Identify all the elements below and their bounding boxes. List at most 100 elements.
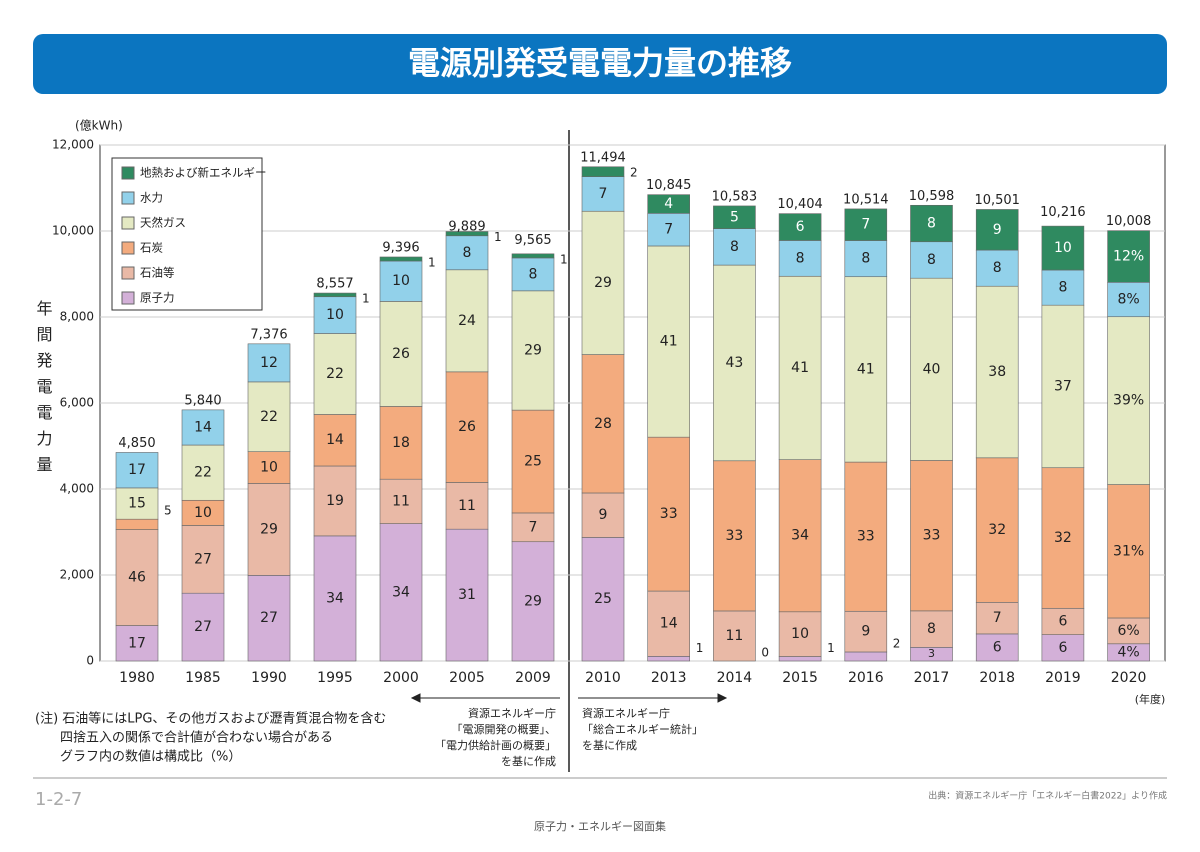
bar-segment	[647, 656, 691, 662]
bar-segment	[844, 240, 888, 278]
bar-segment	[181, 499, 225, 526]
value-label: 12	[260, 355, 278, 371]
bar-segment	[1107, 617, 1150, 645]
bar-segment	[247, 451, 291, 484]
bar-segment	[379, 523, 423, 662]
value-label: 17	[128, 635, 146, 651]
bar-segment	[844, 651, 888, 662]
legend-label: 石炭	[140, 241, 163, 255]
legend-swatch	[121, 241, 135, 255]
value-label: 32	[1054, 530, 1072, 546]
bar-segment	[1041, 634, 1085, 662]
x-tick-label: 1990	[251, 670, 287, 686]
value-label: 10	[326, 307, 344, 323]
x-tick-label: 2017	[914, 670, 950, 686]
value-label: 11	[458, 498, 476, 514]
bar-segment	[379, 260, 423, 302]
value-label: 33	[660, 506, 678, 522]
bar-segment	[115, 518, 159, 530]
bar-segment	[511, 541, 555, 662]
x-tick-label: 2009	[515, 670, 551, 686]
bar-segment	[1041, 304, 1085, 469]
value-label: 9	[993, 222, 1002, 238]
value-label: 14	[194, 419, 212, 435]
value-label: 11	[725, 628, 743, 644]
bar-segment	[647, 436, 691, 592]
value-label: 5	[730, 209, 739, 225]
title: 電源別発受電電力量の推移	[408, 44, 792, 82]
x-tick-label: 2014	[717, 670, 753, 686]
value-label: 3	[928, 647, 935, 660]
value-label: 29	[524, 342, 542, 358]
bar-segment	[778, 459, 822, 613]
value-label: 28	[594, 416, 612, 432]
credit: 出典：資源エネルギー庁「エネルギー白書2022」より作成	[928, 790, 1167, 802]
total-label: 10,598	[909, 189, 955, 204]
total-label: 10,008	[1106, 214, 1152, 229]
source: 資源エネルギー庁	[582, 706, 670, 720]
bar-segment	[778, 240, 822, 277]
x-tick-label: 2018	[979, 670, 1015, 686]
value-label: 41	[660, 334, 678, 350]
value-label: 24	[458, 313, 476, 329]
bar-segment	[181, 444, 225, 501]
bar-segment	[445, 482, 489, 530]
bar-segment	[379, 406, 423, 480]
bar-segment	[313, 292, 357, 298]
note: (注) 石油等にはLPG、その他ガスおよび瀝青質混合物を含む	[35, 711, 386, 727]
bar-segment	[1107, 316, 1150, 485]
legend-label: 水力	[140, 191, 163, 205]
x-tick-label: 1985	[185, 670, 221, 686]
value-label: 9	[599, 507, 608, 523]
legend-box	[111, 157, 263, 311]
total-label: 9,889	[448, 219, 485, 234]
source: を基に作成	[501, 755, 556, 768]
bar-segment	[910, 241, 953, 279]
note: 四捨五入の関係で合計値が合わない場合がある	[60, 730, 333, 746]
title-banner	[33, 34, 1167, 94]
bar-segment	[511, 290, 555, 411]
value-label: 14	[326, 432, 344, 448]
bar-segment	[247, 343, 291, 383]
total-label: 7,376	[250, 327, 287, 342]
value-label: 7	[664, 222, 673, 238]
value-label: 7	[993, 610, 1002, 626]
value-label: 46	[128, 570, 146, 586]
total-label: 11,494	[580, 150, 626, 165]
value-label: 26	[458, 419, 476, 435]
value-label: 29	[524, 593, 542, 609]
bar-segment	[181, 525, 225, 594]
bar-segment	[313, 296, 357, 334]
x-tick-label: 2016	[848, 670, 884, 686]
value-label: 8	[927, 252, 936, 268]
x-tick-label: 1995	[317, 670, 353, 686]
value-label: 6	[1058, 613, 1067, 629]
y-tick-label: 6,000	[60, 396, 94, 410]
legend-swatch	[121, 291, 135, 305]
total-label: 10,216	[1040, 205, 1086, 220]
bar-segment	[511, 512, 555, 543]
value-label: 6	[993, 639, 1002, 655]
total-label: 9,565	[514, 233, 551, 248]
bar-segment	[1107, 281, 1150, 318]
value-label: 2	[893, 636, 901, 650]
bar-segment	[247, 483, 291, 576]
value-label: 33	[725, 528, 743, 544]
value-label: 22	[194, 465, 212, 481]
value-label: 2	[630, 165, 638, 179]
y-tick-label: 8,000	[60, 310, 94, 324]
value-label: 27	[194, 551, 212, 567]
value-label: 10	[1054, 240, 1072, 256]
total-label: 8,557	[316, 277, 353, 292]
total-label: 10,845	[646, 178, 692, 193]
x-tick-label: 2020	[1111, 670, 1147, 686]
x-tick-label: 2010	[585, 670, 621, 686]
value-label: 15	[128, 496, 146, 512]
value-label: 10	[791, 626, 809, 642]
x-unit: (年度)	[1135, 692, 1166, 706]
source: を基に作成	[582, 739, 637, 752]
source: 「電源開発の概要」、	[452, 722, 557, 736]
value-label: 10	[260, 460, 278, 476]
bar-segment	[581, 166, 625, 177]
value-label: 1	[560, 252, 568, 266]
